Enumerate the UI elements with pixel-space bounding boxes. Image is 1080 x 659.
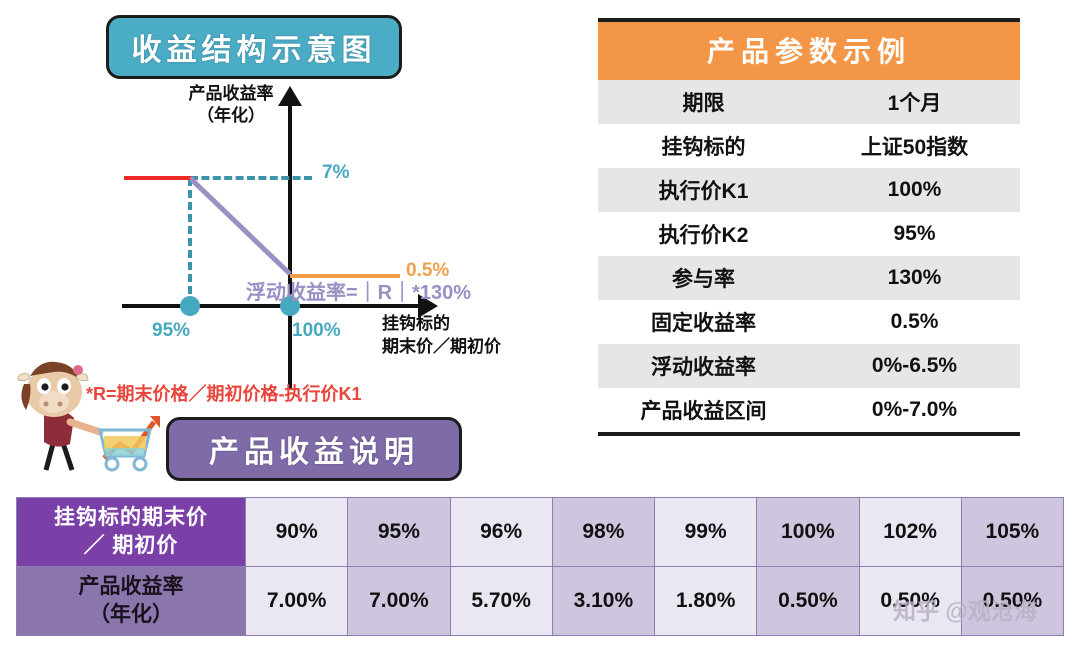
- product-params-table: 产品参数示例 期限 1个月 挂钩标的 上证50指数 执行价K1 100% 执行价K2 95% 参…: [598, 18, 1020, 436]
- segment-sloping-payoff: [190, 176, 292, 276]
- table-row: 挂钩标的 上证50指数: [598, 124, 1020, 168]
- table-row: 固定收益率 0.5%: [598, 300, 1020, 344]
- payoff-row2-label-line2: （年化）: [89, 603, 173, 626]
- param-label: 浮动收益率: [598, 344, 809, 388]
- product-description-badge: 产品收益说明: [166, 417, 462, 481]
- x-axis-label-line2: 期末价／期初价: [382, 337, 501, 356]
- product-return-cell: 0.50%: [858, 566, 962, 636]
- underlying-price-cell: 100%: [756, 497, 860, 567]
- payoff-row1-label: 挂钩标的期末价 ／ 期初价: [16, 497, 246, 567]
- product-params-header: 产品参数示例: [598, 18, 1020, 80]
- underlying-price-cell: 95%: [347, 497, 451, 567]
- param-label: 挂钩标的: [598, 124, 809, 168]
- product-return-cell: 7.00%: [244, 566, 349, 636]
- param-label: 产品收益区间: [598, 388, 809, 432]
- x-axis-label-line1: 挂钩标的: [382, 314, 450, 333]
- x-axis-label: 挂钩标的 期末价／期初价: [382, 312, 562, 358]
- param-label: 期限: [598, 80, 809, 124]
- payoff-row2-label-line1: 产品收益率: [78, 575, 184, 598]
- underlying-price-cell: 105%: [960, 497, 1065, 567]
- param-label: 固定收益率: [598, 300, 809, 344]
- underlying-price-cell: 96%: [449, 497, 553, 567]
- table-row: 产品收益区间 0%-7.0%: [598, 388, 1020, 432]
- product-return-cell: 0.50%: [756, 566, 860, 636]
- cow-shopping-cart-mascot-icon: [8, 358, 178, 476]
- payoff-row2-label: 产品收益率 （年化）: [16, 566, 246, 636]
- table-row: 执行价K1 100%: [598, 168, 1020, 212]
- payoff-scenario-table: 挂钩标的期末价 ／ 期初价 90% 95% 96% 98% 99% 100% 102% 105…: [16, 497, 1065, 636]
- segment-fixed-floor: [290, 274, 400, 278]
- underlying-price-cell: 90%: [244, 497, 349, 567]
- param-value: 0.5%: [809, 300, 1020, 344]
- underlying-price-cell: 102%: [858, 497, 962, 567]
- chart-title-badge: 收益结构示意图: [106, 15, 402, 79]
- param-value: 0%-6.5%: [809, 344, 1020, 388]
- table-row: 期限 1个月: [598, 80, 1020, 124]
- x-axis-line: [122, 304, 422, 308]
- param-value: 0%-7.0%: [809, 388, 1020, 432]
- payoff-structure-chart: 产品收益率 （年化） 7% 0.5% 95% 100% 浮动收益率=｜R｜*13…: [0, 80, 560, 410]
- watermark: 知乎 @观沧海: [893, 598, 1037, 624]
- product-params-bottom-rule: [598, 432, 1020, 436]
- param-label: 参与率: [598, 256, 809, 300]
- marker-dot-100: [280, 296, 300, 316]
- value-label-0-5pct: 0.5%: [406, 260, 450, 281]
- param-label: 执行价K2: [598, 212, 809, 256]
- payoff-row1-label-line2: ／ 期初价: [83, 534, 179, 557]
- payoff-row1-label-line1: 挂钩标的期末价: [54, 506, 208, 529]
- y-axis-arrow-icon: [278, 86, 302, 106]
- marker-dot-95: [180, 296, 200, 316]
- param-value: 上证50指数: [809, 124, 1020, 168]
- table-row: 参与率 130%: [598, 256, 1020, 300]
- segment-capped-max: [124, 176, 192, 180]
- param-value: 95%: [809, 212, 1020, 256]
- product-return-cell: 7.00%: [347, 566, 451, 636]
- y-axis-label: 产品收益率 （年化）: [156, 83, 306, 127]
- y-axis-line: [288, 102, 292, 390]
- floating-return-formula: 浮动收益率=｜R｜*130%: [246, 282, 472, 304]
- table-row: 浮动收益率 0%-6.5%: [598, 344, 1020, 388]
- product-return-cell: 3.10%: [551, 566, 656, 636]
- param-value: 100%: [809, 168, 1020, 212]
- table-row-underlying-price: 挂钩标的期末价 ／ 期初价 90% 95% 96% 98% 99% 100% 102% 105…: [16, 497, 1065, 567]
- value-label-7pct: 7%: [322, 162, 350, 183]
- dashed-guide-vertical: [188, 178, 192, 306]
- product-return-cell: 0.50%: [960, 566, 1065, 636]
- tick-label-95pct: 95%: [152, 320, 191, 341]
- y-axis-label-line2: （年化）: [197, 106, 265, 125]
- table-row: 执行价K2 95%: [598, 212, 1020, 256]
- x-axis-arrow-icon: [418, 294, 438, 318]
- product-params-grid: 期限 1个月 挂钩标的 上证50指数 执行价K1 100% 执行价K2 95% 参与率 130% 固…: [598, 80, 1020, 432]
- product-return-cell: 1.80%: [653, 566, 758, 636]
- product-return-cell: 5.70%: [449, 566, 553, 636]
- r-definition-footnote: *R=期末价格／期初价格-执行价K1: [86, 384, 362, 404]
- underlying-price-cell: 99%: [653, 497, 758, 567]
- y-axis-label-line1: 产品收益率: [188, 84, 274, 103]
- dashed-guide-horizontal: [190, 176, 312, 180]
- param-value: 1个月: [809, 80, 1020, 124]
- tick-label-100pct: 100%: [292, 320, 341, 341]
- param-label: 执行价K1: [598, 168, 809, 212]
- table-row-product-return: 产品收益率 （年化） 7.00% 7.00% 5.70% 3.10% 1.80% 0.50…: [16, 566, 1065, 636]
- underlying-price-cell: 98%: [551, 497, 656, 567]
- param-value: 130%: [809, 256, 1020, 300]
